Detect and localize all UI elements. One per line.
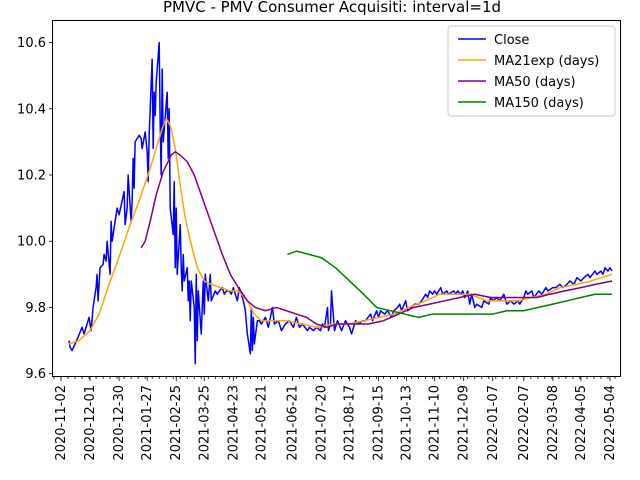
y-tick-label: 10.4 <box>17 102 46 117</box>
series-line-ma50-days <box>140 151 613 329</box>
y-axis: 9.6 9.8 10.0 10.2 10.4 10.6 <box>17 36 53 382</box>
plot-frame <box>52 20 621 377</box>
x-tick-label: 2021-05-21 <box>254 385 269 461</box>
x-tick-label: 2022-01-07 <box>486 385 501 461</box>
legend-box <box>447 25 616 117</box>
x-tick-label: 2021-02-25 <box>169 385 184 461</box>
x-tick-label: 2022-05-04 <box>603 385 618 461</box>
x-tick-label: 2021-11-10 <box>428 385 443 461</box>
chart-title: PMVC - PMV Consumer Acquisiti: interval=… <box>163 0 501 16</box>
y-tick-label: 10.0 <box>17 235 46 250</box>
x-tick-label: 2021-12-09 <box>457 385 472 461</box>
x-tick-label: 2021-04-23 <box>226 385 241 461</box>
x-tick-label: 2022-03-08 <box>546 385 561 461</box>
x-tick-label: 2020-12-01 <box>83 385 98 461</box>
legend-label: MA50 (days) <box>494 75 576 90</box>
x-tick-label: 2021-06-21 <box>285 385 300 461</box>
x-tick-label: 2021-03-25 <box>197 385 212 461</box>
y-tick-label: 9.6 <box>25 367 46 382</box>
x-tick-label: 2020-11-02 <box>54 385 69 461</box>
x-tick-label: 2021-10-13 <box>400 385 415 461</box>
legend-label: MA21exp (days) <box>494 54 599 69</box>
x-tick-label: 2021-07-20 <box>314 385 329 461</box>
series-line-ma150-days <box>287 250 612 319</box>
y-tick-label: 10.2 <box>17 168 46 183</box>
x-tick-label: 2020-12-30 <box>112 385 127 461</box>
x-axis: 2020-11-02 2020-12-01 2020-12-30 2021-01-27… <box>53 377 618 461</box>
y-tick-label: 9.8 <box>25 301 46 316</box>
plot-area <box>68 41 613 365</box>
x-tick-label: 2021-01-27 <box>140 385 155 461</box>
x-tick-label: 2022-04-05 <box>574 385 589 461</box>
y-tick-label: 10.6 <box>17 36 46 51</box>
x-tick-label: 2022-02-07 <box>517 385 532 461</box>
legend-label: MA150 (days) <box>494 96 584 111</box>
x-tick-label: 2021-08-17 <box>343 385 358 461</box>
series-line-ma21exp-days <box>68 117 613 345</box>
legend-label: Close <box>494 33 529 48</box>
x-tick-label: 2021-09-15 <box>372 385 387 461</box>
legend: Close MA21exp (days) MA50 (days) MA150 (day… <box>447 25 616 117</box>
